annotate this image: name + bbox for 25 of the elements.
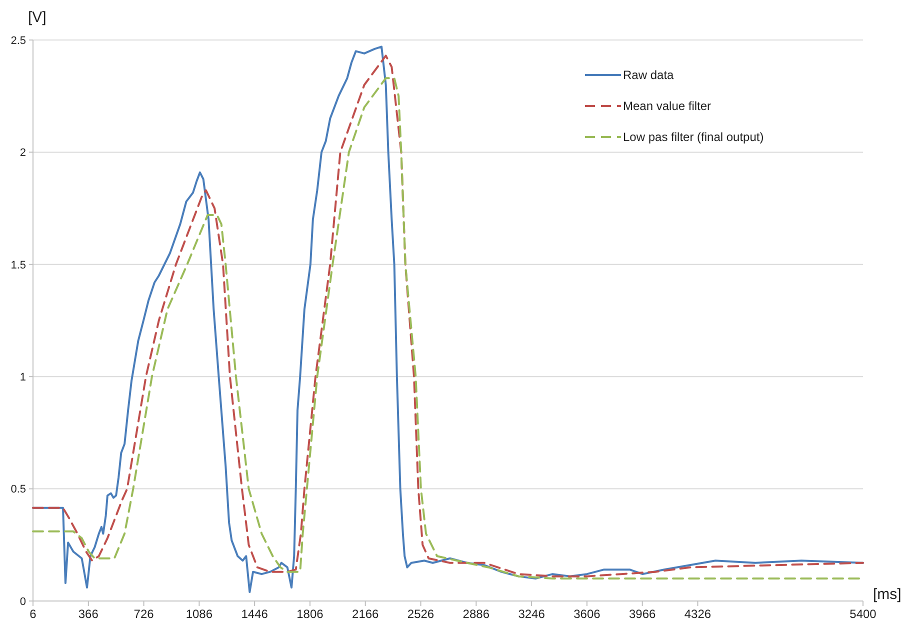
x-tick-label: 366 [78, 607, 99, 621]
x-tick-label: 6 [30, 607, 37, 621]
legend-label: Low pas filter (final output) [623, 130, 764, 144]
x-axis-title: [ms] [873, 586, 902, 603]
legend-label: Mean value filter [623, 99, 712, 114]
x-tick-label: 3606 [574, 607, 601, 621]
x-tick-label: 1806 [296, 607, 324, 621]
y-tick-label: 2.5 [10, 34, 26, 47]
x-tick-label: 1086 [186, 607, 213, 621]
x-tick-label: 2886 [462, 607, 490, 621]
x-tick-label: 2166 [352, 607, 380, 621]
x-tick-label: 2526 [407, 607, 434, 621]
y-tick-label: 0.5 [10, 484, 26, 496]
x-tick-label: 726 [134, 607, 154, 621]
x-tick-label: 3246 [518, 607, 546, 621]
x-tick-label: 4326 [684, 607, 712, 621]
y-tick-label: 1 [20, 371, 26, 384]
y-tick-label: 1.5 [10, 259, 26, 272]
y-axis-title: [V] [28, 9, 46, 26]
x-tick-label: 3966 [628, 607, 656, 621]
x-tick-label: 5400 [850, 607, 877, 621]
legend-label: Raw data [623, 68, 674, 82]
x-tick-label: 1446 [241, 607, 268, 621]
y-tick-label: 0 [20, 596, 26, 608]
y-tick-label: 2 [20, 147, 26, 160]
